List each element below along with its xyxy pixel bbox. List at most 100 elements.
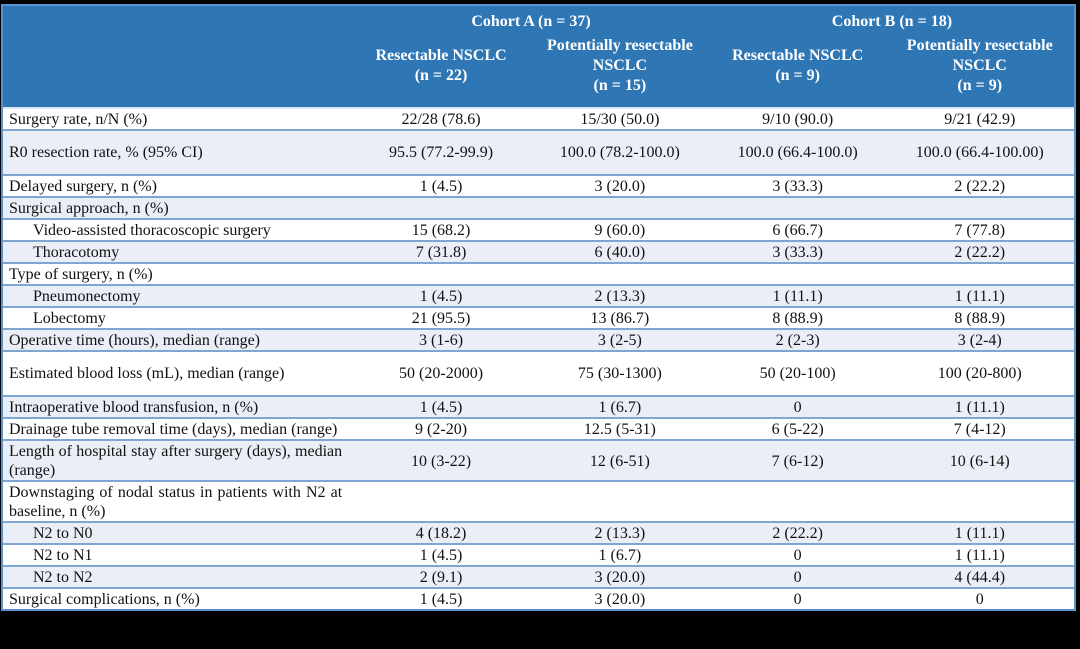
cell-value: [352, 196, 530, 219]
cell-value: 0: [709, 395, 886, 418]
cell-value: 3 (20.0): [529, 587, 710, 609]
cell-value: 4 (18.2): [352, 521, 530, 544]
column-header-potentially-resectable-a: Potentially resectable NSCLC (n = 15): [529, 32, 710, 108]
cell-value: 13 (86.7): [529, 306, 710, 329]
surgical-outcomes-table: Cohort A (n = 37) Cohort B (n = 18) Rese…: [3, 6, 1074, 609]
cell-value: 0: [709, 543, 886, 566]
cell-value: 1 (11.1): [885, 395, 1074, 418]
cell-value: 7 (4-12): [885, 417, 1074, 440]
row-label: Surgical complications, n (%): [3, 587, 353, 609]
surgical-outcomes-table-wrapper: Cohort A (n = 37) Cohort B (n = 18) Rese…: [1, 4, 1076, 611]
cell-value: 1 (4.5): [352, 395, 530, 418]
row-label: Surgical approach, n (%): [3, 196, 353, 219]
table-header: Cohort A (n = 37) Cohort B (n = 18) Rese…: [3, 6, 1074, 108]
cell-value: 10 (6-14): [885, 439, 1074, 481]
cell-value: 3 (20.0): [529, 174, 710, 197]
subgroup-header-row: Resectable NSCLC (n = 22) Potentially re…: [3, 32, 1074, 108]
cell-value: 100.0 (78.2-100.0): [529, 129, 710, 175]
cell-value: [885, 262, 1074, 285]
cell-value: 2 (22.2): [885, 240, 1074, 263]
row-label: Thoracotomy: [3, 240, 353, 263]
row-label: N2 to N2: [3, 565, 353, 588]
column-header-resectable-a: Resectable NSCLC (n = 22): [352, 32, 530, 108]
cohort-group-row: Cohort A (n = 37) Cohort B (n = 18): [3, 6, 1074, 108]
cell-value: 8 (88.9): [885, 306, 1074, 329]
cell-value: [709, 262, 886, 285]
row-label: Delayed surgery, n (%): [3, 174, 353, 197]
row-label: Lobectomy: [3, 306, 353, 329]
row-label: Pneumonectomy: [3, 284, 353, 307]
row-label: Operative time (hours), median (range): [3, 328, 353, 351]
cell-value: 50 (20-2000): [352, 350, 530, 396]
cell-value: 100.0 (66.4-100.0): [709, 129, 886, 175]
cell-value: 10 (3-22): [352, 439, 530, 481]
cell-value: 4 (44.4): [885, 565, 1074, 588]
cell-value: 1 (11.1): [885, 521, 1074, 544]
cell-value: 15 (68.2): [352, 218, 530, 241]
column-header-resectable-b: Resectable NSCLC (n = 9): [709, 32, 886, 108]
table-row: R0 resection rate, % (95% CI) 95.5 (77.2-…: [3, 129, 1074, 175]
table-row: Surgical approach, n (%): [3, 196, 1074, 219]
table-row: Drainage tube removal time (days), media…: [3, 417, 1074, 440]
cell-value: 75 (30-1300): [529, 350, 710, 396]
cell-value: [352, 480, 530, 522]
cell-value: 9 (60.0): [529, 218, 710, 241]
cell-value: 12 (6-51): [529, 439, 710, 481]
row-label: R0 resection rate, % (95% CI): [3, 129, 353, 175]
cell-value: 3 (33.3): [709, 240, 886, 263]
cell-value: 2 (13.3): [529, 521, 710, 544]
cell-value: 2 (13.3): [529, 284, 710, 307]
cell-value: 2 (22.2): [709, 521, 886, 544]
cell-value: 7 (31.8): [352, 240, 530, 263]
row-label: Surgery rate, n/N (%): [3, 107, 353, 130]
cell-value: 1 (6.7): [529, 395, 710, 418]
cell-value: 12.5 (5-31): [529, 417, 710, 440]
row-label: Video-assisted thoracoscopic surgery: [3, 218, 353, 241]
cell-value: 6 (5-22): [709, 417, 886, 440]
cell-value: [885, 480, 1074, 522]
cell-value: [352, 262, 530, 285]
cell-value: 15/30 (50.0): [529, 107, 710, 130]
row-label: Length of hospital stay after surgery (d…: [3, 439, 353, 481]
cell-value: 3 (20.0): [529, 565, 710, 588]
cell-value: [885, 196, 1074, 219]
table-row: Lobectomy 21 (95.5) 13 (86.7) 8 (88.9) 8 (88…: [3, 306, 1074, 329]
cell-value: 9/10 (90.0): [709, 107, 886, 130]
table-row: Video-assisted thoracoscopic surgery 15 (…: [3, 218, 1074, 241]
row-label: N2 to N1: [3, 543, 353, 566]
cell-value: 6 (66.7): [709, 218, 886, 241]
row-label: Downstaging of nodal status in patients …: [3, 480, 353, 522]
cell-value: [529, 196, 710, 219]
table-row: Type of surgery, n (%): [3, 262, 1074, 285]
cell-value: 1 (4.5): [352, 174, 530, 197]
table-row: Operative time (hours), median (range) 3 …: [3, 328, 1074, 351]
row-label: N2 to N0: [3, 521, 353, 544]
table-row: Delayed surgery, n (%) 1 (4.5) 3 (20.0) 3 (…: [3, 174, 1074, 197]
table-body: Surgery rate, n/N (%) 22/28 (78.6) 15/30 (…: [3, 107, 1074, 609]
cell-value: 0: [709, 587, 886, 609]
table-row: Estimated blood loss (mL), median (range…: [3, 350, 1074, 396]
cell-value: 0: [885, 587, 1074, 609]
cell-value: 22/28 (78.6): [352, 107, 530, 130]
corner-cell: [3, 6, 353, 108]
cell-value: 7 (77.8): [885, 218, 1074, 241]
cell-value: 1 (11.1): [885, 284, 1074, 307]
cell-value: 9/21 (42.9): [885, 107, 1074, 130]
table-row: Downstaging of nodal status in patients …: [3, 480, 1074, 522]
cell-value: 95.5 (77.2-99.9): [352, 129, 530, 175]
cell-value: 100 (20-800): [885, 350, 1074, 396]
table-row: Thoracotomy 7 (31.8) 6 (40.0) 3 (33.3) 2 (22…: [3, 240, 1074, 263]
table-row: N2 to N1 1 (4.5) 1 (6.7) 0 1 (11.1): [3, 543, 1074, 566]
cell-value: 1 (4.5): [352, 587, 530, 609]
table-row: Intraoperative blood transfusion, n (%) 1…: [3, 395, 1074, 418]
cell-value: [709, 480, 886, 522]
cell-value: 0: [709, 565, 886, 588]
cohort-a-header: Cohort A (n = 37): [352, 6, 710, 32]
row-label: Drainage tube removal time (days), media…: [3, 417, 353, 440]
cell-value: 3 (33.3): [709, 174, 886, 197]
cell-value: [529, 262, 710, 285]
cell-value: 6 (40.0): [529, 240, 710, 263]
column-header-potentially-resectable-b: Potentially resectable NSCLC (n = 9): [885, 32, 1074, 108]
table-row: Length of hospital stay after surgery (d…: [3, 439, 1074, 481]
cell-value: 8 (88.9): [709, 306, 886, 329]
